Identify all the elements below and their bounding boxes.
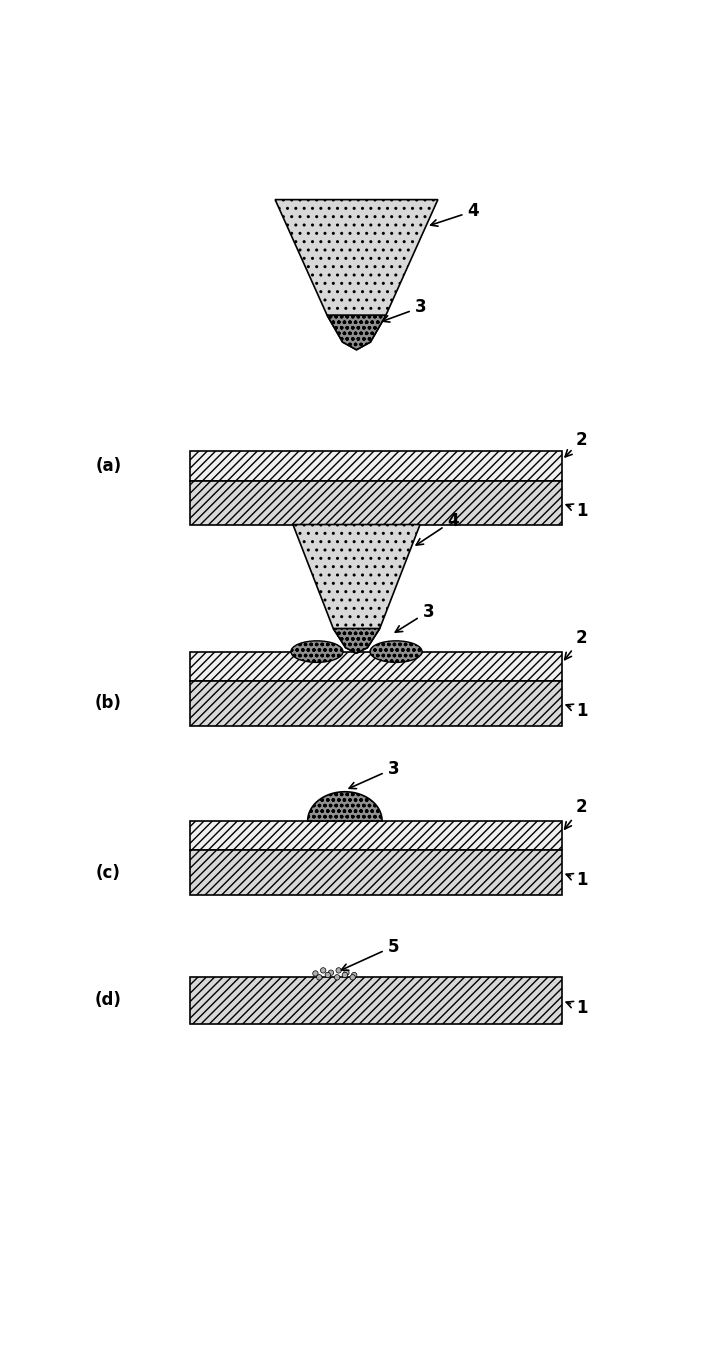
- Text: 2: 2: [565, 629, 588, 660]
- Polygon shape: [275, 200, 438, 349]
- Circle shape: [317, 974, 322, 979]
- Text: 1: 1: [566, 502, 588, 519]
- Bar: [190, 977, 562, 1024]
- Polygon shape: [333, 629, 380, 653]
- Text: 5: 5: [342, 938, 399, 970]
- Circle shape: [350, 974, 355, 979]
- Text: 2: 2: [565, 799, 588, 830]
- Circle shape: [344, 970, 349, 975]
- Text: 3: 3: [383, 298, 426, 322]
- Circle shape: [313, 971, 318, 977]
- Polygon shape: [293, 525, 420, 653]
- Text: 3: 3: [349, 759, 399, 789]
- Bar: [190, 480, 562, 525]
- Text: (c): (c): [96, 863, 121, 882]
- Circle shape: [325, 973, 331, 978]
- Circle shape: [336, 967, 342, 973]
- Bar: [190, 652, 562, 681]
- Text: (d): (d): [95, 992, 122, 1009]
- Ellipse shape: [291, 641, 343, 662]
- Text: (a): (a): [96, 457, 121, 475]
- Circle shape: [342, 973, 347, 978]
- Bar: [190, 681, 562, 726]
- Text: 4: 4: [431, 202, 479, 227]
- Circle shape: [334, 974, 340, 979]
- Text: 2: 2: [565, 430, 588, 457]
- Text: (b): (b): [95, 695, 122, 712]
- Bar: [190, 822, 562, 850]
- Text: 3: 3: [395, 603, 434, 633]
- Ellipse shape: [370, 641, 422, 662]
- Circle shape: [320, 967, 326, 973]
- Polygon shape: [308, 792, 382, 822]
- Circle shape: [328, 970, 334, 975]
- Text: 1: 1: [566, 871, 588, 889]
- Text: 4: 4: [416, 511, 458, 545]
- Text: 1: 1: [566, 701, 588, 720]
- Text: 1: 1: [566, 1000, 588, 1017]
- Polygon shape: [327, 316, 386, 349]
- Bar: [190, 850, 562, 894]
- Circle shape: [352, 973, 357, 978]
- Bar: [190, 452, 562, 480]
